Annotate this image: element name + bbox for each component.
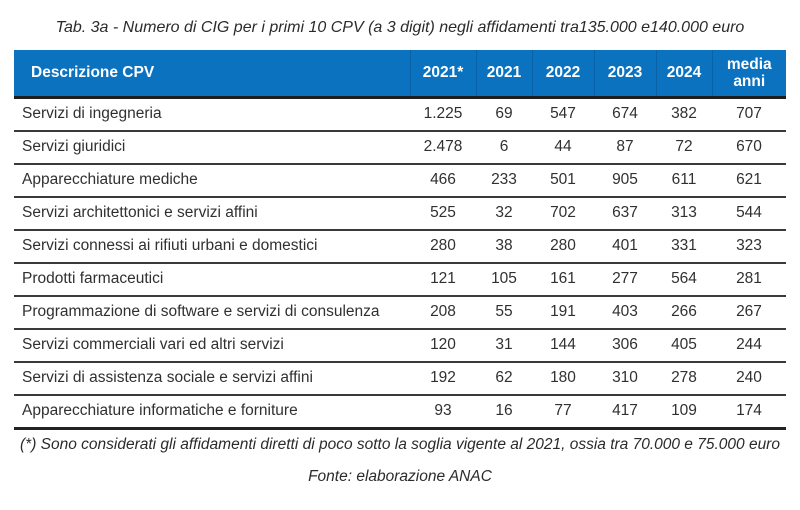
value-cell: 401 bbox=[612, 237, 638, 255]
value-cell: 208 bbox=[430, 303, 456, 321]
column-header-2024: 2024 bbox=[655, 50, 712, 98]
value-cell: 905 bbox=[612, 171, 638, 189]
value-cell: 417 bbox=[612, 402, 638, 420]
value-cell: 191 bbox=[550, 303, 576, 321]
value-cell: 69 bbox=[495, 105, 513, 123]
value-cell: 38 bbox=[495, 237, 513, 255]
value-cell: 403 bbox=[612, 303, 638, 321]
cpv-description-cell: Apparecchiature informatiche e forniture bbox=[22, 402, 298, 420]
cpv-description-cell: Servizi di ingegneria bbox=[22, 105, 162, 123]
value-cell: 323 bbox=[736, 237, 762, 255]
value-cell: 674 bbox=[612, 105, 638, 123]
table-row: Servizi giuridici 2.478 6 44 87 72 670 bbox=[14, 131, 786, 164]
value-cell: 277 bbox=[612, 270, 638, 288]
cpv-description-cell: Prodotti farmaceutici bbox=[22, 270, 164, 288]
cpv-description-cell: Servizi di assistenza sociale e servizi … bbox=[22, 369, 313, 387]
cpv-description-cell: Apparecchiature mediche bbox=[22, 171, 198, 189]
value-cell: 233 bbox=[491, 171, 517, 189]
column-header-2022: 2022 bbox=[531, 50, 594, 98]
value-cell: 331 bbox=[671, 237, 697, 255]
value-cell: 547 bbox=[550, 105, 576, 123]
value-cell: 2.478 bbox=[423, 138, 463, 156]
value-cell: 405 bbox=[671, 336, 697, 354]
value-cell: 313 bbox=[671, 204, 697, 222]
value-cell: 62 bbox=[495, 369, 513, 387]
cpv-table: Descrizione CPV 2021* 2021 2022 2023 2024 medi… bbox=[14, 50, 786, 430]
column-header-2021-: 2021* bbox=[409, 50, 476, 98]
cpv-description-cell: Servizi giuridici bbox=[22, 138, 126, 156]
value-cell: 161 bbox=[550, 270, 576, 288]
value-cell: 544 bbox=[736, 204, 762, 222]
value-cell: 120 bbox=[430, 336, 456, 354]
footnote: (*) Sono considerati gli affidamenti dir… bbox=[20, 436, 780, 453]
table-header: Descrizione CPV 2021* 2021 2022 2023 2024 medi… bbox=[14, 50, 786, 98]
value-cell: 240 bbox=[736, 369, 762, 387]
value-cell: 564 bbox=[671, 270, 697, 288]
value-cell: 16 bbox=[495, 402, 513, 420]
value-cell: 77 bbox=[554, 402, 572, 420]
value-cell: 121 bbox=[430, 270, 456, 288]
value-cell: 72 bbox=[675, 138, 693, 156]
table-body: Servizi di ingegneria 1.225 69 547 674 382 707… bbox=[14, 98, 786, 429]
table-caption: Tab. 3a - Numero di CIG per i primi 10 C… bbox=[55, 19, 745, 36]
value-cell: 637 bbox=[612, 204, 638, 222]
value-cell: 192 bbox=[430, 369, 456, 387]
value-cell: 267 bbox=[736, 303, 762, 321]
value-cell: 6 bbox=[499, 138, 509, 156]
value-cell: 310 bbox=[612, 369, 638, 387]
table-row: Prodotti farmaceutici 121 105 161 277 564 281 bbox=[14, 263, 786, 296]
value-cell: 93 bbox=[434, 402, 452, 420]
value-cell: 670 bbox=[736, 138, 762, 156]
value-cell: 525 bbox=[430, 204, 456, 222]
table-row: Servizi commerciali vari ed altri serviz… bbox=[14, 329, 786, 362]
table-row: Servizi di assistenza sociale e servizi … bbox=[14, 362, 786, 395]
value-cell: 32 bbox=[495, 204, 513, 222]
table-row: Servizi architettonici e servizi affini 5… bbox=[14, 197, 786, 230]
table-row: Apparecchiature informatiche e forniture… bbox=[14, 395, 786, 429]
value-cell: 281 bbox=[736, 270, 762, 288]
value-cell: 501 bbox=[550, 171, 576, 189]
table-row: Apparecchiature mediche 466 233 501 905 611 62… bbox=[14, 164, 786, 197]
value-cell: 244 bbox=[736, 336, 762, 354]
table-row: Servizi connessi ai rifiuti urbani e dom… bbox=[14, 230, 786, 263]
value-cell: 707 bbox=[736, 105, 762, 123]
value-cell: 611 bbox=[671, 171, 697, 189]
value-cell: 55 bbox=[495, 303, 513, 321]
value-cell: 382 bbox=[671, 105, 697, 123]
cpv-description-cell: Servizi commerciali vari ed altri serviz… bbox=[22, 336, 284, 354]
value-cell: 621 bbox=[736, 171, 762, 189]
value-cell: 1.225 bbox=[423, 105, 463, 123]
value-cell: 702 bbox=[550, 204, 576, 222]
value-cell: 278 bbox=[671, 369, 697, 387]
value-cell: 266 bbox=[671, 303, 697, 321]
cpv-description-cell: Servizi architettonici e servizi affini bbox=[22, 204, 258, 222]
cpv-description-cell: Servizi connessi ai rifiuti urbani e dom… bbox=[22, 237, 318, 255]
value-cell: 44 bbox=[554, 138, 572, 156]
table-row: Servizi di ingegneria 1.225 69 547 674 382 707 bbox=[14, 98, 786, 132]
value-cell: 280 bbox=[550, 237, 576, 255]
column-header-descrizione-cpv: Descrizione CPV bbox=[14, 50, 410, 98]
value-cell: 466 bbox=[430, 171, 456, 189]
table-header-row: Descrizione CPV 2021* 2021 2022 2023 2024 medi… bbox=[14, 50, 786, 98]
table-row: Programmazione di software e servizi di … bbox=[14, 296, 786, 329]
value-cell: 306 bbox=[612, 336, 638, 354]
value-cell: 280 bbox=[430, 237, 456, 255]
column-header-2023: 2023 bbox=[593, 50, 656, 98]
column-header-media-anni: media anni bbox=[711, 50, 786, 98]
value-cell: 31 bbox=[495, 336, 513, 354]
value-cell: 144 bbox=[550, 336, 576, 354]
cpv-description-cell: Programmazione di software e servizi di … bbox=[22, 303, 380, 321]
source-note: Fonte: elaborazione ANAC bbox=[308, 468, 492, 486]
value-cell: 174 bbox=[736, 402, 762, 420]
value-cell: 109 bbox=[671, 402, 697, 420]
value-cell: 87 bbox=[616, 138, 634, 156]
value-cell: 180 bbox=[550, 369, 576, 387]
value-cell: 105 bbox=[491, 270, 517, 288]
column-header-2021: 2021 bbox=[475, 50, 532, 98]
